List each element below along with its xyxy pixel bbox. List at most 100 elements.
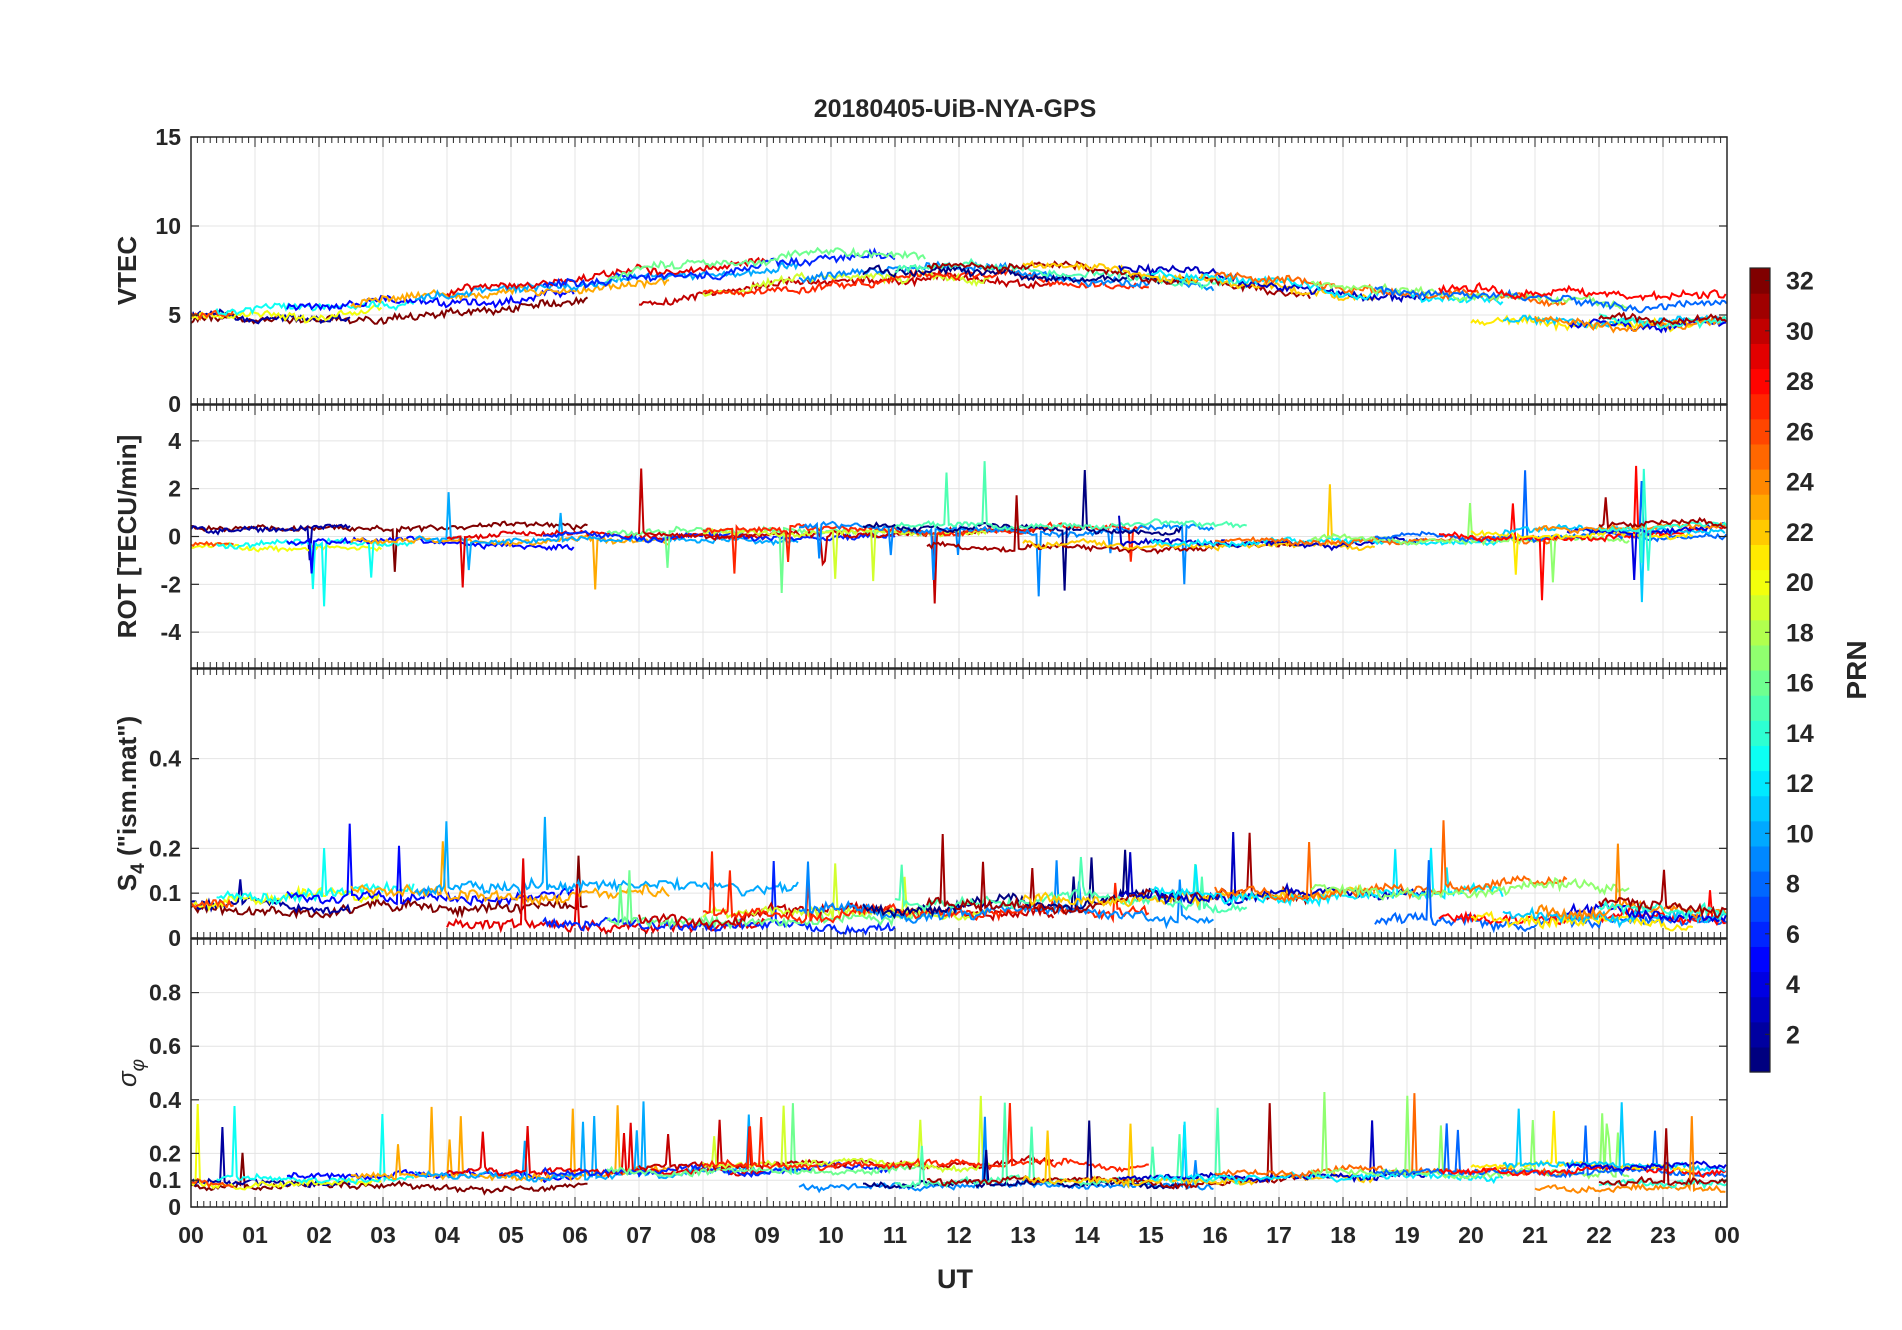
y-tick-label: 0.2 [149, 1140, 181, 1166]
colorbar-segment-prn-21 [1750, 544, 1770, 571]
x-tick-label: 23 [1650, 1222, 1676, 1248]
colorbar-segment-prn-31 [1750, 293, 1770, 319]
series-line-prn-29 [446, 858, 766, 935]
colorbar-segment-prn-15 [1750, 695, 1770, 721]
series-line-prn-31 [1598, 1128, 1728, 1187]
series-line-prn-15 [894, 461, 1247, 532]
y-tick-label: 0 [168, 524, 181, 550]
series-line-prn-32 [190, 520, 588, 572]
colorbar-segment-prn-26 [1750, 418, 1770, 445]
series-line-prn-10 [414, 492, 799, 571]
panel-rot-y-ticks: -4 -2 0 2 4 [161, 428, 1727, 645]
panel-sigma-y-ticks: 00.10.2 0.4 0.6 0.8 [149, 980, 1727, 1220]
colorbar-segment-prn-29 [1750, 343, 1770, 370]
y-tick-label: -4 [161, 619, 182, 645]
colorbar-segment-prn-30 [1750, 318, 1770, 344]
x-tick-label: 09 [754, 1222, 780, 1248]
panel-sigma-series [190, 1091, 1728, 1196]
series-line-prn-27 [702, 266, 1149, 298]
x-tick-label: 21 [1522, 1222, 1548, 1248]
x-tick-label: 18 [1330, 1222, 1356, 1248]
series-line-prn-5 [286, 288, 575, 312]
series-line-prn-25 [1214, 820, 1568, 904]
colorbar-tick-label: 22 [1786, 519, 1814, 547]
series-line-prn-14 [1598, 468, 1728, 571]
series-line-prn-19 [702, 523, 990, 582]
y-tick-label: 0.6 [149, 1033, 181, 1059]
colorbar-segment-prn-27 [1750, 393, 1770, 420]
series-line-prn-16 [606, 870, 926, 930]
x-tick-label: 15 [1138, 1222, 1164, 1248]
colorbar-segment-prn-25 [1750, 443, 1770, 470]
series-line-prn-16 [606, 1103, 926, 1178]
series-line-prn-32 [190, 295, 589, 325]
y-axis-label-sigma: σφ [112, 1059, 149, 1087]
series-line-prn-2 [190, 1127, 351, 1189]
colorbar-segment-prn-17 [1750, 644, 1770, 671]
series-line-prn-13 [215, 537, 415, 607]
colorbar-segment-prn-1 [1750, 1046, 1770, 1073]
chart-title: 20180405-UiB-NYA-GPS [814, 95, 1097, 123]
series-line-prn-3 [1118, 831, 1427, 907]
series-line-prn-4 [1566, 1160, 1727, 1173]
series-line-prn-13 [216, 1105, 415, 1185]
y-tick-label: 0 [168, 391, 181, 417]
y-tick-label: 0.1 [149, 880, 181, 906]
series-line-prn-23 [350, 841, 670, 907]
colorbar-segment-prn-22 [1750, 519, 1770, 545]
colorbar-tick-label: 2 [1786, 1021, 1800, 1049]
series-line-prn-31 [1598, 311, 1728, 327]
series-line-prn-21 [1470, 910, 1694, 932]
colorbar-tick-label: 10 [1786, 820, 1814, 848]
x-tick-label: 20 [1458, 1222, 1484, 1248]
series-line-prn-31 [1598, 869, 1727, 919]
series-line-prn-23 [350, 1105, 670, 1183]
x-tick-label: 03 [370, 1222, 396, 1248]
panel-vtec-series [190, 246, 1728, 334]
colorbar-segment-prn-19 [1750, 594, 1770, 621]
series-line-prn-27 [702, 521, 1150, 574]
series-line-prn-31 [1598, 497, 1727, 529]
y-axis-label-main: S [112, 874, 142, 891]
x-tick-label: 02 [306, 1222, 332, 1248]
series-line-prn-16 [606, 246, 926, 282]
colorbar-segment-prn-10 [1750, 820, 1770, 847]
x-tick-label: 00 [1714, 1222, 1740, 1248]
colorbar-frame [1749, 267, 1771, 1073]
series-line-prn-6 [542, 860, 896, 936]
y-axis-label-rest: ("ism.mat") [112, 716, 142, 863]
x-tick-label: 10 [818, 1222, 844, 1248]
series-line-prn-20 [190, 303, 383, 324]
series-line-prn-9 [798, 860, 1214, 930]
colorbar-tick-label: 32 [1786, 268, 1814, 296]
x-tick-label: 12 [946, 1222, 972, 1248]
panel-vtec-x-ticks [190, 137, 1728, 404]
colorbar-segment-prn-23 [1750, 494, 1770, 520]
x-tick-label: 13 [1010, 1222, 1036, 1248]
x-tick-label: 17 [1266, 1222, 1292, 1248]
colorbar-segment-prn-6 [1750, 921, 1770, 947]
panel-rot-x-ticks [190, 405, 1728, 668]
panel-sigma-x-ticks [190, 939, 1728, 1207]
series-line-prn-19 [702, 269, 991, 297]
series-line-prn-32 [190, 1152, 588, 1196]
colorbar-segment-prn-18 [1750, 619, 1770, 646]
y-axis-label-s4: S4 ("ism.mat") [112, 716, 149, 891]
x-tick-label: 19 [1394, 1222, 1420, 1248]
series-line-prn-10 [414, 1101, 799, 1183]
colorbar-tick-label: 28 [1786, 368, 1814, 396]
colorbar-tick-label: 14 [1786, 720, 1814, 748]
panel-sigma: 00.10.2 0.4 0.6 0.8 σφ [112, 938, 1728, 1220]
colorbar-segment-prn-13 [1750, 745, 1770, 772]
colorbar-tick-label: 16 [1786, 670, 1814, 698]
colorbar-segment-prn-8 [1750, 871, 1770, 897]
series-line-prn-10 [414, 816, 799, 897]
y-tick-label: 0.8 [149, 980, 181, 1006]
colorbar-segment-prn-20 [1750, 569, 1770, 596]
series-line-prn-28 [1438, 281, 1727, 302]
y-tick-label: 15 [155, 124, 181, 150]
colorbar-segment-prn-24 [1750, 469, 1770, 495]
y-tick-label: 0.2 [149, 835, 181, 861]
y-axis-label-rot: ROT [TECU/min] [112, 435, 142, 639]
